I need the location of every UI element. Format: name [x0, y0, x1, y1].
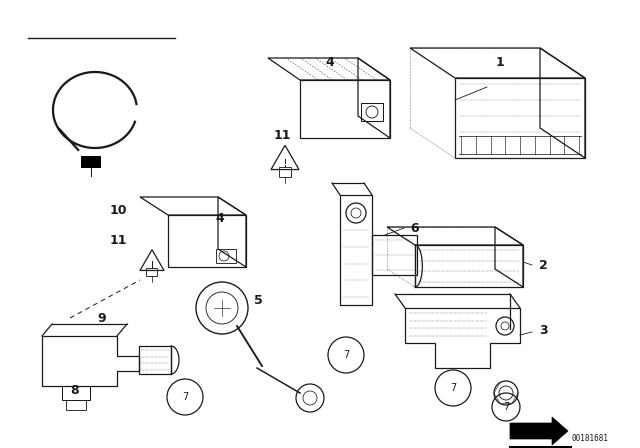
Bar: [66, 400, 86, 410]
Polygon shape: [510, 417, 568, 445]
Text: 5: 5: [253, 293, 262, 306]
Text: 2: 2: [539, 258, 547, 271]
Text: 3: 3: [539, 323, 547, 336]
Bar: [146, 268, 157, 276]
Bar: [139, 346, 171, 374]
Text: 00181681: 00181681: [572, 434, 609, 443]
Bar: [62, 386, 90, 400]
Bar: [340, 195, 372, 305]
Text: 7: 7: [450, 383, 456, 393]
Text: 11: 11: [273, 129, 291, 142]
Text: 4: 4: [326, 56, 334, 69]
Text: 4: 4: [216, 211, 225, 224]
Text: 6: 6: [411, 221, 419, 234]
Text: 1: 1: [495, 56, 504, 69]
Text: 10: 10: [109, 203, 127, 216]
Text: 8: 8: [70, 383, 79, 396]
Text: 9: 9: [98, 311, 106, 324]
Bar: [81, 156, 101, 168]
Text: 11: 11: [109, 233, 127, 246]
Bar: [372, 235, 417, 275]
Bar: [361, 103, 383, 121]
Text: 7: 7: [182, 392, 188, 402]
Bar: [279, 167, 291, 177]
Bar: [216, 249, 236, 263]
Text: 7: 7: [503, 402, 509, 412]
Text: 7: 7: [343, 350, 349, 360]
